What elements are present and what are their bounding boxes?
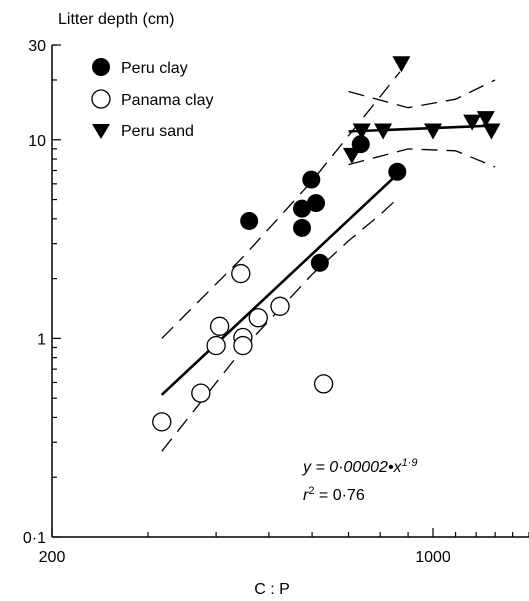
x-axis-title: C : P: [254, 581, 290, 598]
peru-clay-point: [306, 194, 325, 213]
legend-label-panama-clay: Panama clay: [121, 92, 214, 109]
panama-clay-point: [206, 335, 226, 356]
panama-clay-point: [209, 316, 230, 336]
sand-upper-confidence-band: [348, 79, 496, 109]
legend: Peru clay Panama clay Peru sand: [91, 58, 214, 140]
peru-sand-point: [424, 123, 443, 140]
peru-clay-point: [240, 211, 259, 230]
legend-marker-peru-sand: [92, 124, 110, 139]
panama-clay-point: [152, 412, 172, 432]
peru-sand-point: [476, 111, 495, 128]
y-tick-label: 0·1: [23, 530, 46, 547]
clay-regression-line: [160, 170, 401, 396]
x-tick-labels: 200 1000: [39, 549, 451, 566]
r-squared-exp: 2: [308, 485, 314, 497]
regression-annotation: y = 0·00002•x1·9 r2 = 0·76: [302, 457, 417, 504]
equation-label: y = 0·00002•x1·9: [302, 457, 417, 476]
peru-sand-point: [352, 123, 371, 140]
clay-upper-confidence-band: [161, 71, 401, 339]
r-squared-value: = 0·76: [314, 487, 364, 504]
panama-clay-point: [313, 374, 334, 394]
equation-exponent: 1·9: [402, 457, 418, 469]
data-points: [152, 56, 501, 432]
peru-sand-point: [392, 56, 411, 73]
peru-sand-point: [342, 147, 361, 164]
y-ticks: [52, 44, 61, 538]
clay-lower-confidence-band: [161, 195, 401, 452]
panama-clay-point: [270, 296, 290, 316]
x-tick-label: 1000: [415, 549, 451, 566]
peru-clay-point: [293, 218, 312, 237]
panama-clay-point: [191, 383, 211, 403]
y-tick-labels: 0·1 1 10 30: [23, 38, 46, 547]
peru-clay-point: [310, 253, 329, 272]
peru-clay-point: [302, 170, 321, 189]
peru-sand-point: [463, 114, 482, 131]
peru-sand-point: [374, 123, 393, 140]
panama-clay-point: [248, 308, 268, 328]
r-squared-r: r: [303, 487, 309, 504]
legend-marker-panama-clay: [91, 89, 111, 109]
y-tick-label: 10: [28, 133, 46, 150]
panama-clay-point: [231, 263, 251, 284]
y-tick-label: 1: [37, 331, 46, 348]
confidence-bands: [161, 71, 496, 452]
panama-clay-point: [233, 335, 253, 356]
peru-clay-point: [293, 199, 312, 218]
peru-sand-point: [482, 123, 501, 140]
peru-clay-point: [388, 162, 407, 181]
x-tick-label: 200: [39, 549, 66, 566]
x-ticks: [51, 528, 529, 537]
legend-label-peru-sand: Peru sand: [121, 123, 194, 140]
legend-label-peru-clay: Peru clay: [121, 60, 188, 77]
axes: 0·1 1 10 30 200 1000: [23, 38, 529, 566]
y-tick-label: 30: [28, 38, 46, 55]
y-axis-title: Litter depth (cm): [58, 11, 174, 28]
equation-prefix: y = 0·00002•x: [302, 459, 403, 476]
legend-marker-peru-clay: [92, 58, 110, 76]
r-squared-label: r2 = 0·76: [303, 485, 365, 504]
sand-lower-confidence-band: [348, 148, 496, 168]
